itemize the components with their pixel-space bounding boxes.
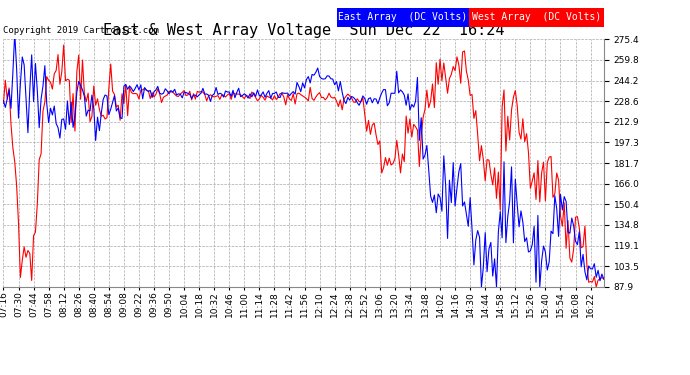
Text: Copyright 2019 Cartronics.com: Copyright 2019 Cartronics.com — [3, 26, 159, 35]
Text: East Array  (DC Volts): East Array (DC Volts) — [338, 12, 467, 22]
FancyBboxPatch shape — [469, 9, 604, 27]
Title: East & West Array Voltage  Sun Dec 22  16:24: East & West Array Voltage Sun Dec 22 16:… — [103, 23, 504, 38]
Text: West Array  (DC Volts): West Array (DC Volts) — [471, 12, 601, 22]
FancyBboxPatch shape — [337, 9, 469, 27]
